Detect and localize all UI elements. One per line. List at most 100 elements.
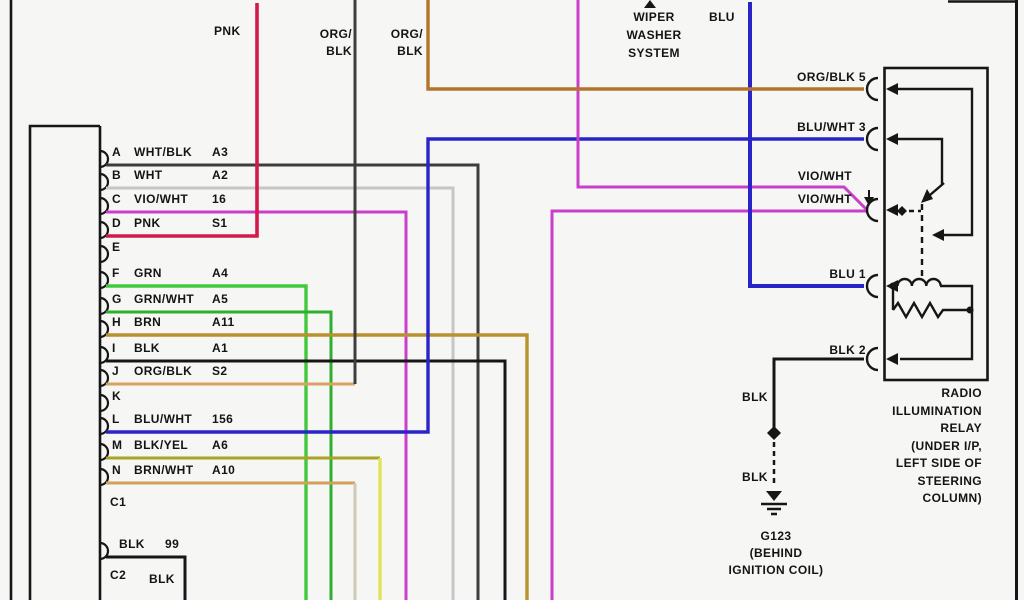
label-g123: G123 (BEHIND IGNITION COIL)	[728, 529, 824, 577]
wire-name: BLU/WHT	[134, 412, 193, 426]
wire-code: A11	[212, 315, 235, 329]
connector-row-blk99: BLK 99	[119, 537, 179, 551]
vio-down-arrow-icon	[864, 190, 874, 206]
pin-letter: L	[112, 412, 120, 426]
label-pnk-top: PNK	[214, 24, 241, 38]
label-ground-blk-2: BLK	[742, 470, 768, 484]
wire-vio-wht-lower	[550, 209, 866, 600]
wire-org-blk-top	[426, 0, 864, 91]
pin-letter: I	[112, 341, 116, 355]
wire-code: A1	[212, 341, 229, 355]
pin-letter: H	[112, 315, 122, 329]
pin-letter: F	[112, 266, 120, 280]
pin-letter: C	[112, 192, 122, 206]
relay-caption: RADIO ILLUMINATION RELAY (UNDER I/P, LEF…	[892, 386, 982, 505]
wire-grn-f	[106, 284, 308, 600]
connector-row-d: D PNK S1	[112, 216, 227, 230]
wire-code: A5	[212, 292, 229, 306]
connector-row-c: C VIO/WHT 16	[112, 192, 226, 206]
wire-name: BRN	[134, 315, 162, 329]
wire-name	[134, 240, 212, 254]
label-relay-pin4-vio2: VIO/WHT	[797, 192, 852, 206]
wiper-arrow-icon	[644, 0, 656, 8]
wire-blk-yel-m	[106, 456, 382, 600]
wire-grn-wht-g	[106, 310, 333, 600]
label-relay-pin5: ORG/BLK 5	[797, 70, 866, 84]
wire-blu-wht-l	[106, 137, 864, 434]
wire-name: BLK/YEL	[134, 438, 189, 452]
wire-name: GRN/WHT	[134, 292, 195, 306]
pin-letter: G	[112, 292, 122, 306]
pin-letter: D	[112, 216, 122, 230]
ground-symbol	[761, 426, 787, 516]
connector-row-i: I BLK A1	[112, 341, 228, 355]
wire-pnk-d	[106, 3, 259, 238]
pin-letter: K	[112, 389, 122, 403]
wire-code: 16	[212, 192, 227, 206]
wire-name: GRN	[134, 266, 162, 280]
connector-row-a: A WHT/BLK A3	[112, 145, 228, 159]
label-org-blk-right: ORG/ BLK	[390, 27, 423, 58]
wire-blk-i	[106, 359, 507, 600]
wire-name: PNK	[134, 216, 161, 230]
wire-blk-ground	[772, 357, 864, 433]
connector-section-c2: C2	[110, 568, 127, 582]
pin-letter: J	[112, 364, 120, 378]
label-blu-top: BLU	[709, 10, 735, 24]
label-org-blk-left: ORG/ BLK	[319, 27, 352, 58]
wire-name: WHT/BLK	[134, 145, 193, 159]
relay-pin-arrows	[886, 83, 898, 365]
connector-row-m: M BLK/YEL A6	[112, 438, 228, 452]
label-relay-pin4-vio1: VIO/WHT	[797, 169, 852, 183]
wire-code: A3	[212, 145, 229, 159]
connector-row-k: K	[112, 389, 212, 403]
connector-section-c1: C1	[110, 495, 127, 509]
connector-row-n: N BRN/WHT A10	[112, 463, 235, 477]
wire-name: BLK	[119, 537, 145, 551]
label-ground-blk-1: BLK	[742, 390, 768, 404]
label-relay-pin1: BLU 1	[829, 267, 866, 281]
label-wiper-washer-system: WIPER WASHER SYSTEM	[626, 10, 682, 60]
relay-switch	[897, 87, 974, 277]
wire-code: A2	[212, 168, 229, 182]
wire-name: WHT	[134, 168, 163, 182]
pin-letter: N	[112, 463, 122, 477]
left-connector-pin-arcs	[99, 149, 110, 561]
diagram-frame	[9, 0, 1018, 600]
connector-row-b: B WHT A2	[112, 168, 228, 182]
connector-row-j: J ORG/BLK S2	[112, 364, 227, 378]
label-relay-pin3: BLU/WHT 3	[797, 120, 866, 134]
wire-name: VIO/WHT	[134, 192, 189, 206]
pin-letter: B	[112, 168, 122, 182]
wire-blk-99	[106, 555, 187, 600]
connector-row-e: E	[112, 240, 212, 254]
wire-code: A6	[212, 438, 229, 452]
label-c2-blk-wire: BLK	[149, 572, 175, 586]
wire-name	[134, 389, 212, 403]
wire-org-blk-j	[106, 0, 357, 386]
pin-letter: E	[112, 240, 121, 254]
label-relay-pin2: BLK 2	[829, 343, 866, 357]
connector-row-l: L BLU/WHT 156	[112, 412, 233, 426]
wire-code: 156	[212, 412, 234, 426]
connector-row-g: G GRN/WHT A5	[112, 292, 228, 306]
wire-name: BRN/WHT	[134, 463, 194, 477]
wire-vio-wht-top	[576, 0, 868, 211]
wire-code: A4	[212, 266, 229, 280]
wire-wht-blk-a	[106, 163, 480, 600]
wire-code: S1	[212, 216, 228, 230]
connector-row-f: F GRN A4	[112, 266, 228, 280]
connector-row-h: H BRN A11	[112, 315, 235, 329]
left-connector-box	[28, 124, 102, 600]
wire-code: S2	[212, 364, 228, 378]
wire-vio-wht-c	[106, 210, 408, 600]
wire-code: A10	[212, 463, 236, 477]
relay-coil	[889, 277, 974, 361]
wire-wht-b	[106, 186, 455, 600]
relay-box	[865, 66, 989, 382]
wire-code: 99	[165, 537, 180, 551]
wire-name: ORG/BLK	[134, 364, 193, 378]
wire-brn-wht-n	[106, 481, 357, 600]
